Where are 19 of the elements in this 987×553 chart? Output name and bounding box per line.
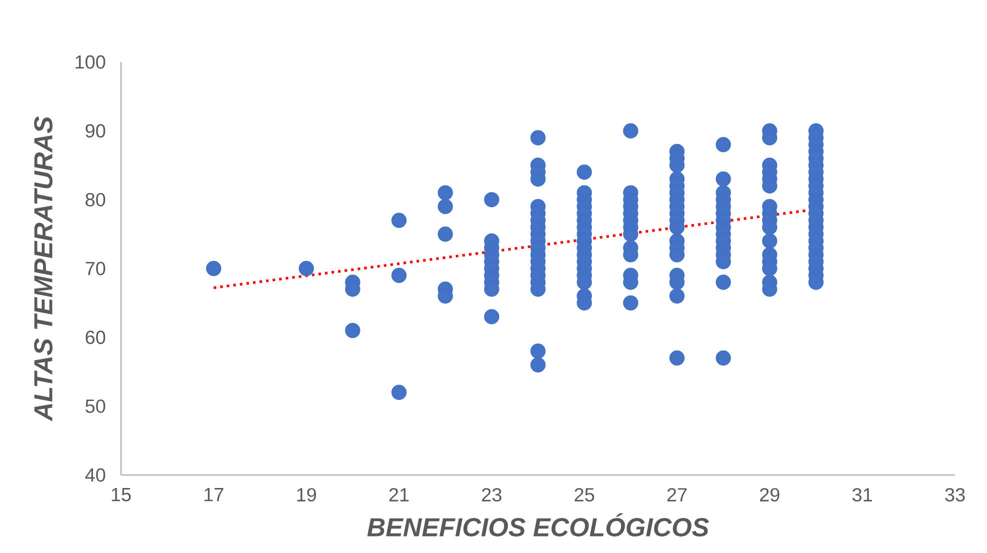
x-tick-label: 25 <box>574 488 594 502</box>
y-tick-label: 40 <box>85 468 106 482</box>
y-tick-label: 50 <box>86 399 106 413</box>
x-tick-label: 23 <box>482 488 502 502</box>
y-tick-label: 90 <box>86 124 106 138</box>
x-tick-label: 15 <box>112 488 131 502</box>
x-tick-label: 19 <box>297 488 316 502</box>
y-axis-title: ALTAS TEMPERATURAS <box>34 116 52 422</box>
x-tick-label: 31 <box>852 488 872 502</box>
x-tick-label: 17 <box>204 488 224 502</box>
y-tick-label: 80 <box>86 192 106 206</box>
x-axis-title: BENEFICIOS ECOLÓGICOS <box>367 513 709 536</box>
y-tick-label: 60 <box>86 330 106 344</box>
x-tick-label: 33 <box>945 488 965 502</box>
y-tick-label: 70 <box>86 262 106 276</box>
x-tick-label: 27 <box>667 488 687 502</box>
x-tick-label: 21 <box>389 488 409 502</box>
x-tick-label: 29 <box>760 488 780 502</box>
y-tick-label: 100 <box>76 55 106 69</box>
